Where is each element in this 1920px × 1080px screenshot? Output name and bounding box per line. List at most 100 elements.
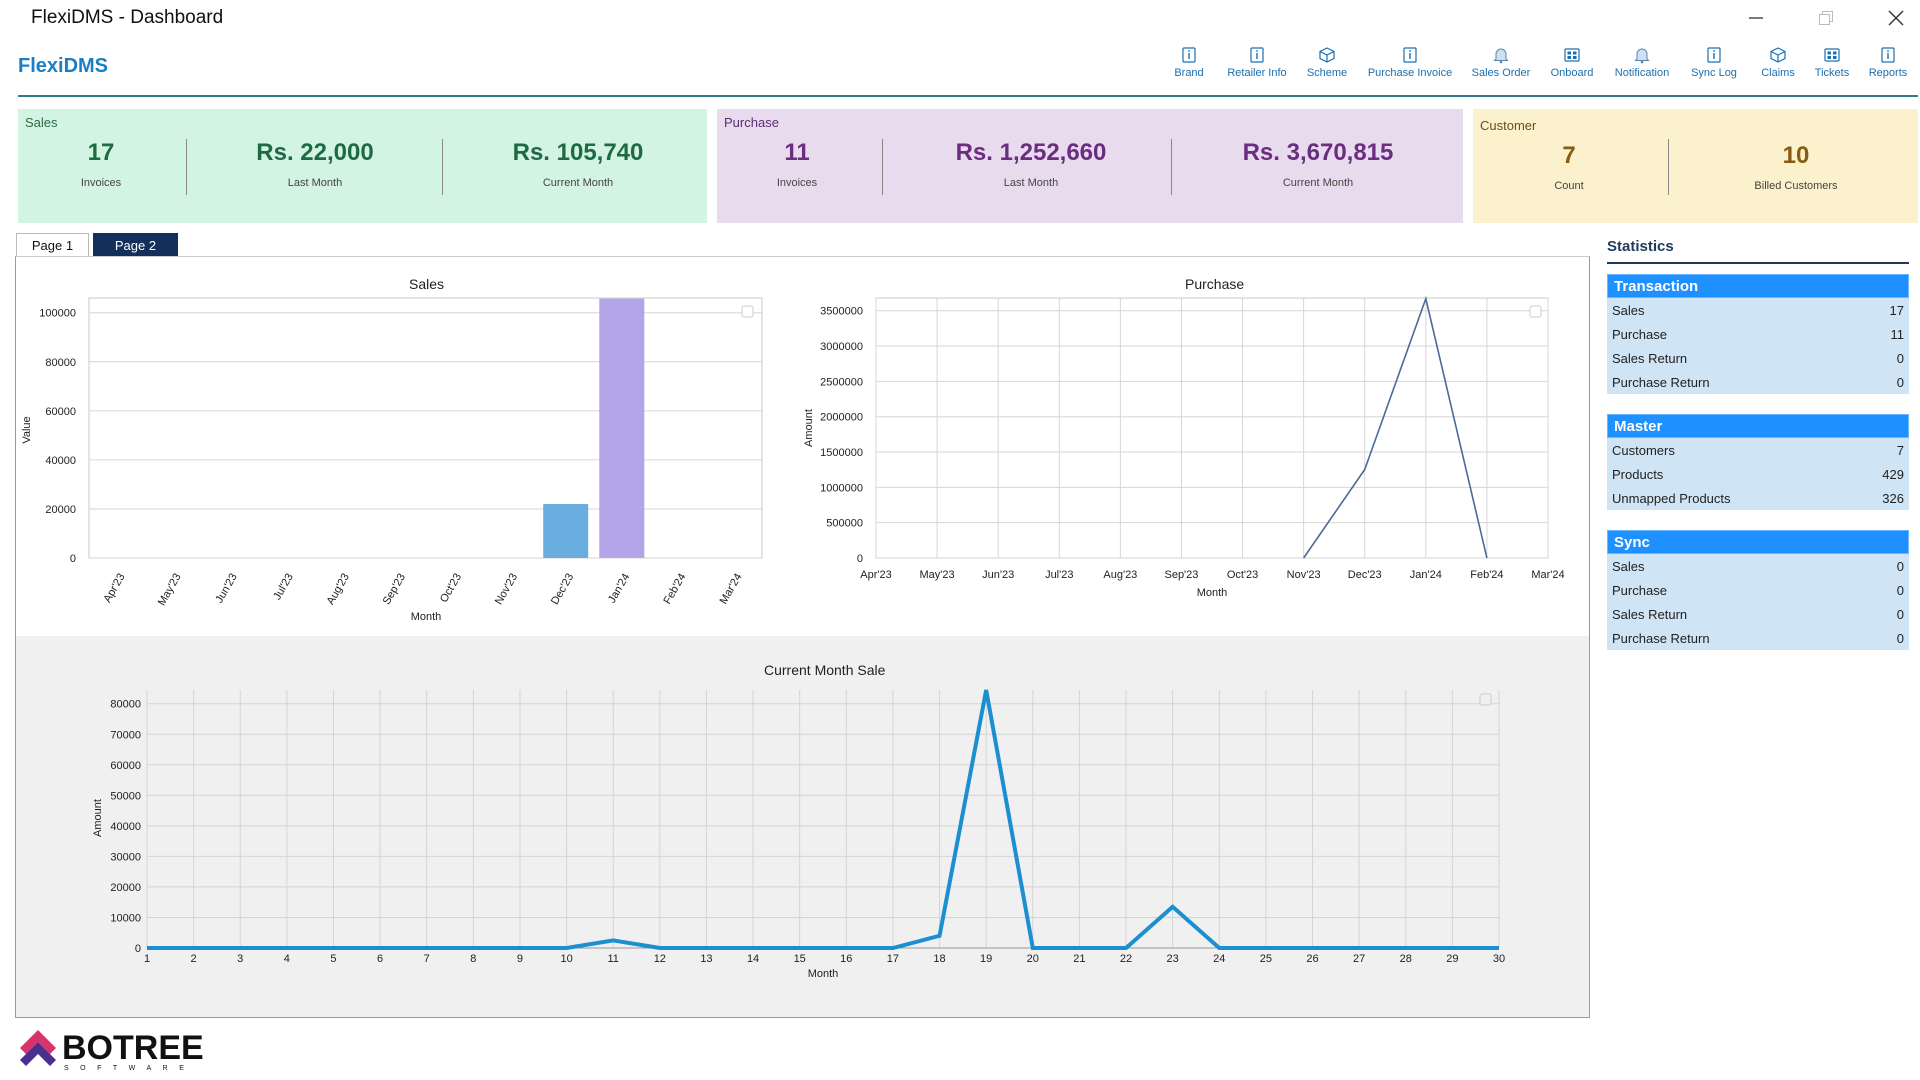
- brand-title: FlexiDMS: [18, 55, 109, 77]
- toolbar-sales-order-button[interactable]: Sales Order: [1461, 46, 1541, 79]
- purchase-x-tick-label: May'23: [920, 569, 955, 581]
- tab-page-2[interactable]: Page 2: [93, 233, 178, 257]
- toolbar-onboard-button[interactable]: Onboard: [1532, 46, 1612, 79]
- sales-x-axis-label: Month: [411, 611, 442, 623]
- stats-row-label: Sales Return: [1612, 606, 1688, 622]
- month-x-tick-label: 6: [377, 953, 383, 965]
- botree-logo: BOTREE SOFTWARE: [18, 1026, 218, 1079]
- stats-row-value: 0: [1896, 374, 1904, 390]
- month-x-tick-label: 19: [980, 953, 992, 965]
- toolbar-label: Onboard: [1550, 67, 1594, 79]
- sales-card: Sales 17 Invoices Rs. 22,000 Last Month Rs. …: [18, 109, 707, 223]
- botree-logo-mark: BOTREE SOFTWARE: [20, 1029, 204, 1072]
- purchase-x-tick-label: Oct'23: [1227, 569, 1258, 581]
- toolbar-retailer-info-button[interactable]: Retailer Info: [1217, 46, 1297, 79]
- purchase-metric-label: Last Month: [1003, 177, 1059, 189]
- stats-group-master: Master Customers 7 Products 429 Unmapped Prod…: [1607, 414, 1909, 510]
- metric-separator: [442, 139, 443, 195]
- purchase-y-tick-label: 500000: [826, 518, 863, 530]
- stats-row: Customers 7: [1607, 438, 1909, 462]
- month-x-tick-label: 20: [1027, 953, 1039, 965]
- grid-icon: [1564, 48, 1580, 62]
- stats-row-label: Customers: [1612, 442, 1675, 458]
- purchase-x-tick-label: Nov'23: [1287, 569, 1321, 581]
- month-x-tick-label: 28: [1400, 953, 1412, 965]
- toolbar-scheme-button[interactable]: Scheme: [1287, 46, 1367, 79]
- sales-metric: Rs. 22,000 Last Month: [205, 139, 425, 189]
- customer-metric: 10 Billed Customers: [1696, 142, 1896, 192]
- statistics-title: Statistics: [1607, 238, 1674, 255]
- sales-metric-label: Invoices: [80, 177, 122, 189]
- purchase-x-tick-label: Apr'23: [860, 569, 891, 581]
- minimize-button[interactable]: [1726, 0, 1786, 36]
- cube-icon: [1770, 47, 1786, 63]
- purchase-metric: Rs. 1,252,660 Last Month: [911, 139, 1151, 189]
- metric-separator: [1171, 139, 1172, 195]
- purchase-y-tick-label: 1500000: [820, 447, 863, 459]
- sales-metric-value: Rs. 105,740: [512, 139, 644, 166]
- sales-y-tick-label: 100000: [39, 308, 76, 320]
- month-y-tick-label: 10000: [110, 912, 141, 924]
- bell-icon: [1634, 48, 1650, 64]
- close-icon: [1888, 10, 1904, 26]
- stats-row: Purchase 11: [1607, 322, 1909, 346]
- sales-y-tick-label: 20000: [45, 504, 76, 516]
- customer-metric: 7 Count: [1469, 142, 1669, 192]
- sales-bar: [599, 298, 645, 558]
- metric-separator: [882, 139, 883, 195]
- metric-separator: [186, 139, 187, 195]
- stats-row: Sales Return 0: [1607, 602, 1909, 626]
- stats-row-label: Purchase: [1612, 582, 1667, 598]
- info-icon: [1707, 47, 1721, 63]
- month-x-tick-label: 27: [1353, 953, 1365, 965]
- month-x-tick-label: 11: [607, 953, 618, 965]
- toolbar-tickets-button[interactable]: Tickets: [1792, 46, 1872, 79]
- toolbar-sync-log-button[interactable]: Sync Log: [1674, 46, 1754, 79]
- toolbar-notification-button[interactable]: Notification: [1602, 46, 1682, 79]
- sales-bar: [543, 504, 589, 558]
- toolbar-reports-button[interactable]: Reports: [1848, 46, 1920, 79]
- restore-icon: [1819, 11, 1833, 25]
- month-x-tick-label: 23: [1167, 953, 1179, 965]
- bell-icon: [1493, 48, 1509, 64]
- customer-metric-label: Count: [1554, 180, 1584, 192]
- toolbar-claims-button[interactable]: Claims: [1738, 46, 1818, 79]
- stats-row-label: Sales: [1612, 302, 1645, 318]
- month-y-tick-label: 60000: [110, 760, 141, 772]
- stats-group-header: Transaction: [1607, 274, 1909, 298]
- stats-row-value: 11: [1890, 326, 1905, 342]
- close-button[interactable]: [1866, 0, 1920, 36]
- customer-card-title: Customer: [1480, 118, 1537, 133]
- toolbar-brand-button[interactable]: Brand: [1149, 46, 1229, 79]
- stats-group-sync: Sync Sales 0 Purchase 0 Sales Return 0 Purchase…: [1607, 530, 1909, 650]
- month-x-tick-label: 8: [470, 953, 476, 965]
- current-month-chart-title: Current Month Sale: [764, 662, 886, 678]
- info-icon: [1403, 47, 1417, 63]
- month-y-tick-label: 70000: [110, 729, 141, 741]
- stats-row-value: 17: [1889, 302, 1904, 318]
- purchase-y-axis-label: Amount: [803, 409, 815, 447]
- month-x-tick-label: 25: [1260, 953, 1272, 965]
- toolbar-label: Tickets: [1814, 67, 1850, 79]
- toolbar-purchase-invoice-button[interactable]: Purchase Invoice: [1368, 46, 1452, 79]
- restore-button[interactable]: [1796, 0, 1856, 36]
- month-x-tick-label: 30: [1493, 953, 1505, 965]
- sales-metric: 17 Invoices: [0, 139, 211, 189]
- toolbar-label: Scheme: [1306, 67, 1348, 79]
- stats-row: Purchase 0: [1607, 578, 1909, 602]
- toolbar-label: Brand: [1174, 67, 1204, 79]
- grid-icon: [1824, 48, 1840, 62]
- stats-row: Products 429: [1607, 462, 1909, 486]
- month-y-tick-label: 80000: [110, 699, 141, 711]
- purchase-y-tick-label: 3000000: [820, 341, 863, 353]
- month-x-tick-label: 17: [887, 953, 899, 965]
- sales-y-tick-label: 80000: [45, 357, 76, 369]
- logo-text: BOTREE: [62, 1029, 204, 1067]
- purchase-y-tick-label: 1000000: [820, 482, 863, 494]
- tab-page-1[interactable]: Page 1: [16, 233, 89, 257]
- stats-row-value: 326: [1882, 490, 1904, 506]
- info-icon: [1250, 47, 1264, 63]
- purchase-metric-value: Rs. 1,252,660: [955, 139, 1107, 166]
- info-icon: [1881, 47, 1895, 63]
